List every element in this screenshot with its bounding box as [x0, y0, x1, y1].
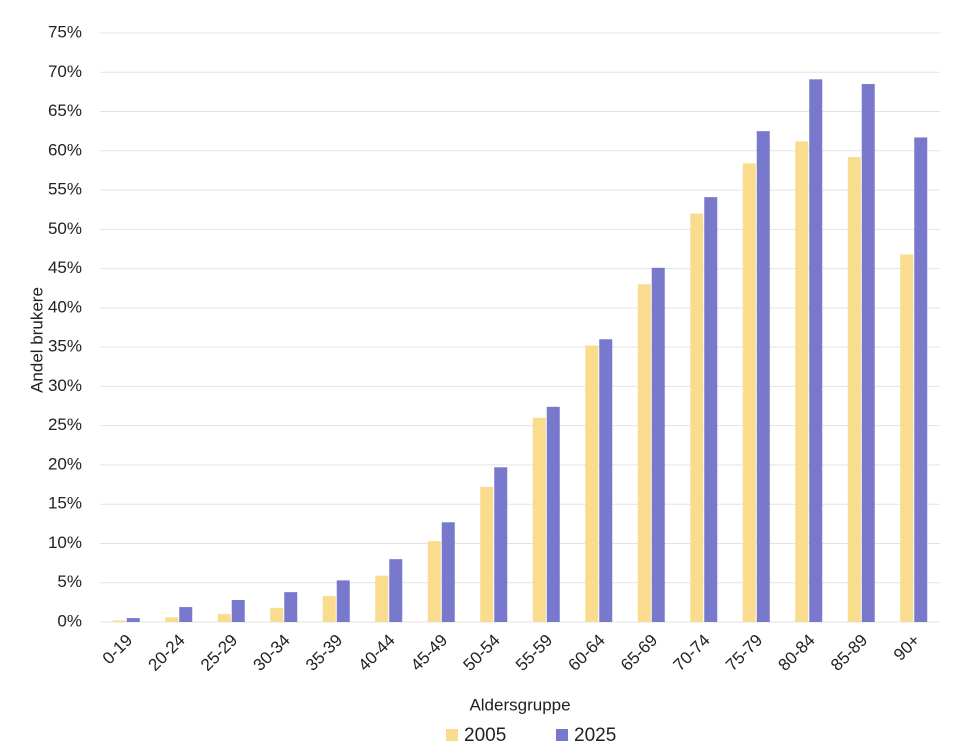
bar [112, 620, 126, 622]
bar [900, 254, 914, 623]
x-tick-label: 20-24 [145, 631, 189, 675]
bar [165, 617, 179, 622]
y-tick-label: 0% [57, 611, 82, 630]
bar [704, 197, 718, 622]
bar [532, 417, 546, 622]
bar [585, 345, 599, 622]
y-tick-label: 60% [48, 140, 82, 159]
y-tick-label: 35% [48, 337, 82, 356]
bar [599, 339, 613, 622]
x-tick-label: 45-49 [407, 631, 451, 675]
y-tick-label: 40% [48, 297, 82, 316]
y-tick-label: 65% [48, 101, 82, 120]
y-axis-title: Andel brukere [27, 287, 46, 393]
bar [690, 213, 704, 623]
bar [427, 541, 441, 622]
y-tick-label: 25% [48, 415, 82, 434]
x-tick-label: 60-64 [565, 631, 609, 675]
bar [546, 406, 560, 622]
bar [284, 592, 298, 622]
bar [441, 522, 455, 622]
bar [861, 84, 875, 622]
x-tick-label: 65-69 [617, 631, 661, 675]
bar [270, 607, 284, 622]
bar [809, 79, 823, 623]
x-tick-label: 70-74 [670, 631, 714, 675]
bar [494, 467, 508, 622]
y-tick-label: 55% [48, 180, 82, 199]
bar [389, 559, 403, 622]
bar [322, 596, 336, 622]
bar [231, 600, 245, 622]
bar [847, 157, 861, 622]
y-tick-label: 10% [48, 533, 82, 552]
bar [742, 163, 756, 622]
y-tick-label: 70% [48, 62, 82, 81]
x-tick-label: 50-54 [460, 631, 504, 675]
x-tick-label: 80-84 [775, 631, 819, 675]
x-tick-label: 35-39 [302, 631, 346, 675]
legend-label: 2005 [464, 725, 506, 746]
y-tick-label: 20% [48, 454, 82, 473]
bar [651, 267, 665, 622]
y-tick-label: 75% [48, 22, 82, 41]
y-tick-label: 45% [48, 258, 82, 277]
y-tick-label: 50% [48, 219, 82, 238]
bar [480, 486, 494, 622]
bar [914, 137, 928, 622]
legend-label: 2025 [574, 725, 616, 746]
x-tick-label: 90+ [890, 631, 924, 665]
bar [336, 580, 350, 622]
bar [217, 614, 231, 622]
legend-swatch [556, 729, 568, 741]
bar [179, 607, 193, 622]
x-tick-label: 55-59 [512, 631, 556, 675]
bar [756, 131, 770, 622]
y-tick-label: 30% [48, 376, 82, 395]
y-tick-label: 15% [48, 494, 82, 513]
legend-swatch [446, 729, 458, 741]
x-tick-label: 40-44 [355, 631, 399, 675]
x-tick-label: 85-89 [827, 631, 871, 675]
x-axis-title: Aldersgruppe [469, 695, 570, 714]
x-tick-label: 0-19 [99, 631, 136, 668]
x-tick-label: 75-79 [722, 631, 766, 675]
x-tick-label: 25-29 [197, 631, 241, 675]
y-tick-label: 5% [57, 572, 82, 591]
bar [375, 575, 389, 622]
bar [637, 284, 651, 622]
x-tick-label: 30-34 [250, 631, 294, 675]
bar [795, 141, 809, 622]
bar [126, 618, 140, 622]
